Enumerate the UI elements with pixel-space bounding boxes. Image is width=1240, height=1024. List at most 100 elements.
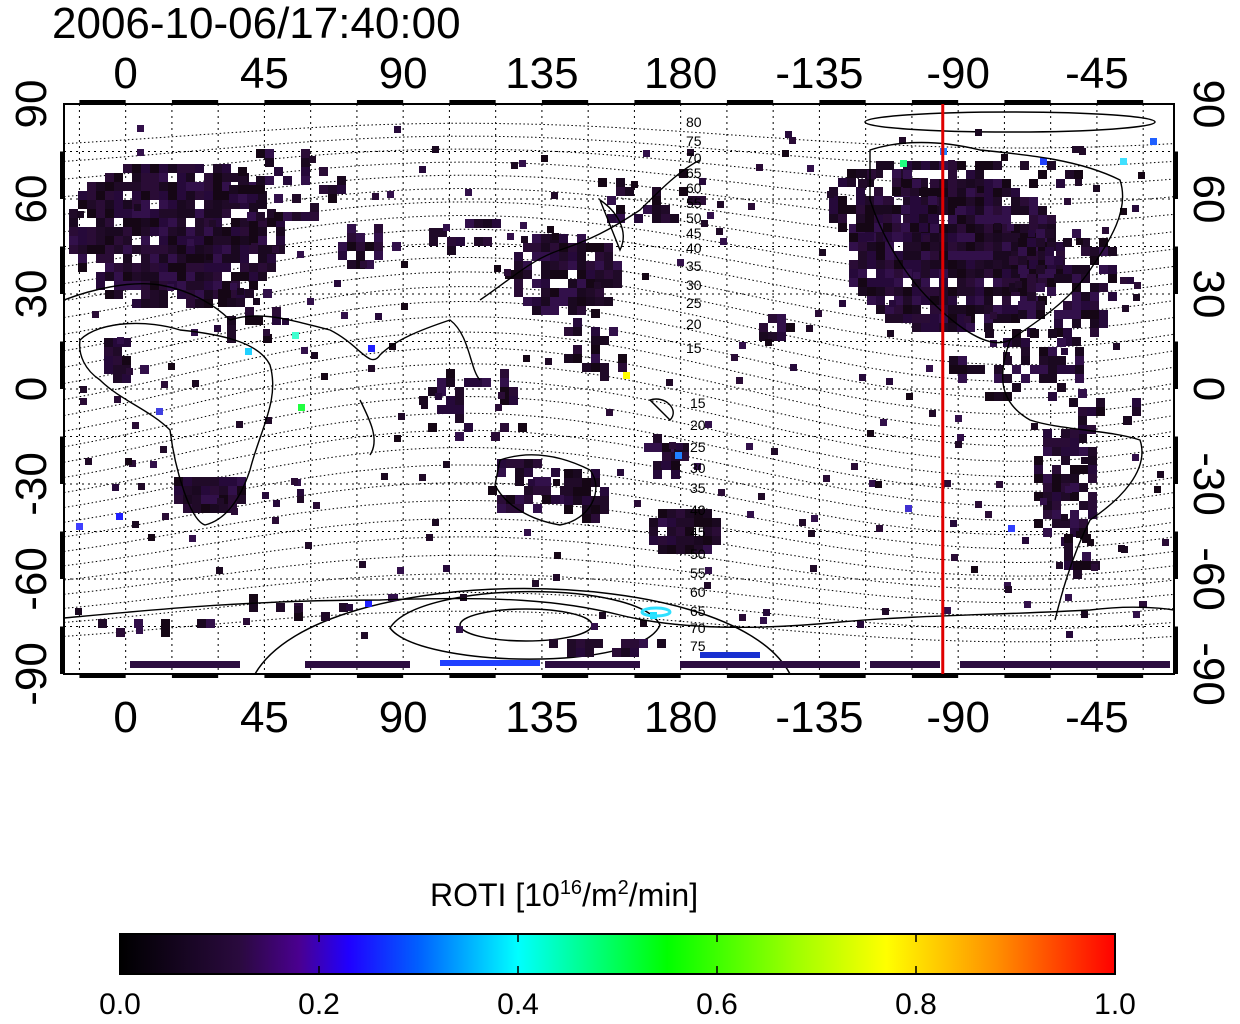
roti-cell (455, 405, 464, 414)
roti-cell (337, 176, 346, 185)
roti-cell (183, 504, 192, 513)
roti-cell (985, 392, 994, 401)
roti-cell (966, 206, 975, 215)
roti-cell (1020, 161, 1029, 170)
roti-cell (1003, 356, 1012, 365)
roti-cell (1099, 310, 1108, 319)
mlat-label-north: 55 (686, 195, 702, 211)
roti-cell (1052, 447, 1061, 456)
roti-cell (694, 545, 703, 554)
roti-cell (948, 215, 957, 224)
roti-cell (123, 182, 132, 191)
roti-cell (105, 182, 114, 191)
roti-cell (894, 305, 903, 314)
roti-cell (885, 278, 894, 287)
roti-cell (1079, 519, 1088, 528)
roti-cell (515, 477, 524, 486)
roti-highlight-cell (116, 513, 123, 520)
roti-cell (1087, 407, 1096, 416)
roti-cell (267, 263, 276, 272)
roti-cell (662, 452, 671, 461)
roti-cell (1011, 224, 1020, 233)
roti-cell (586, 297, 595, 306)
roti-cell (993, 314, 1002, 323)
roti-cell (267, 218, 276, 227)
roti-cell (1002, 188, 1011, 197)
roti-cell (658, 536, 667, 545)
roti-cell (984, 179, 993, 188)
roti-cell (1002, 224, 1011, 233)
roti-cell (75, 608, 82, 615)
roti-cell (1056, 242, 1065, 251)
roti-cell (785, 131, 792, 138)
map-timestamp-title: 2006-10-06/17:40:00 (52, 0, 461, 48)
roti-cell (564, 327, 573, 336)
roti-cell (1020, 206, 1029, 215)
roti-cell (542, 486, 551, 495)
border-bar (1174, 151, 1178, 199)
roti-cell (347, 224, 356, 233)
roti-cell (867, 260, 876, 269)
roti-cell (1043, 474, 1052, 483)
roti-cell (712, 518, 721, 527)
roti-cell (227, 298, 236, 307)
roti-cell (401, 261, 408, 268)
roti-cell (195, 245, 204, 254)
roti-cell (550, 270, 559, 279)
roti-cell (957, 188, 966, 197)
colorbar-tick-label: 1.0 (1094, 988, 1136, 1021)
lon-tick-label-top: -45 (1065, 49, 1129, 98)
roti-cell (1063, 301, 1072, 310)
roti-cell (455, 432, 464, 441)
colorbar-label-sup2: 2 (618, 877, 629, 899)
roti-cell (141, 299, 150, 308)
roti-cell (1057, 338, 1066, 347)
roti-cell (694, 463, 701, 470)
roti-cell (887, 330, 894, 337)
roti-cell (1070, 465, 1079, 474)
roti-cell (923, 235, 930, 242)
roti-cell (500, 369, 509, 378)
roti-cell (1118, 545, 1125, 552)
roti-cell (1052, 465, 1061, 474)
roti-cell (150, 299, 159, 308)
roti-cell (301, 167, 310, 176)
roti-cell (994, 365, 1003, 374)
roti-cell (263, 289, 272, 298)
roti-cell (705, 567, 712, 574)
roti-cell (921, 251, 930, 260)
roti-cell (643, 150, 650, 157)
roti-cell (993, 260, 1002, 269)
roti-cell (533, 486, 542, 495)
roti-cell (272, 517, 279, 524)
roti-cell (644, 443, 653, 452)
roti-cell (876, 305, 885, 314)
roti-cell (966, 197, 975, 206)
roti-cell (216, 567, 223, 574)
lat-tick-label-right: 0 (1184, 377, 1233, 401)
roti-cell (912, 179, 921, 188)
roti-cell (258, 218, 267, 227)
roti-cell (150, 263, 159, 272)
roti-cell (948, 305, 957, 314)
roti-cell (249, 236, 258, 245)
roti-cell (1036, 310, 1045, 319)
roti-cell (1029, 215, 1038, 224)
roti-cell (1138, 172, 1145, 179)
roti-cell (559, 297, 568, 306)
coastline (229, 315, 481, 381)
roti-cell (177, 236, 186, 245)
mlat-label-north: 30 (686, 277, 702, 293)
roti-cell (966, 296, 975, 305)
roti-cell (69, 209, 78, 218)
coastline (494, 454, 597, 526)
roti-cell (1065, 594, 1072, 601)
roti-cell (159, 245, 168, 254)
colorbar-tick-label: 0.8 (895, 988, 937, 1021)
roti-cell (573, 496, 582, 505)
roti-cell (697, 196, 706, 205)
roti-cell (222, 191, 231, 200)
roti-cell (532, 306, 541, 315)
roti-cell (141, 263, 150, 272)
